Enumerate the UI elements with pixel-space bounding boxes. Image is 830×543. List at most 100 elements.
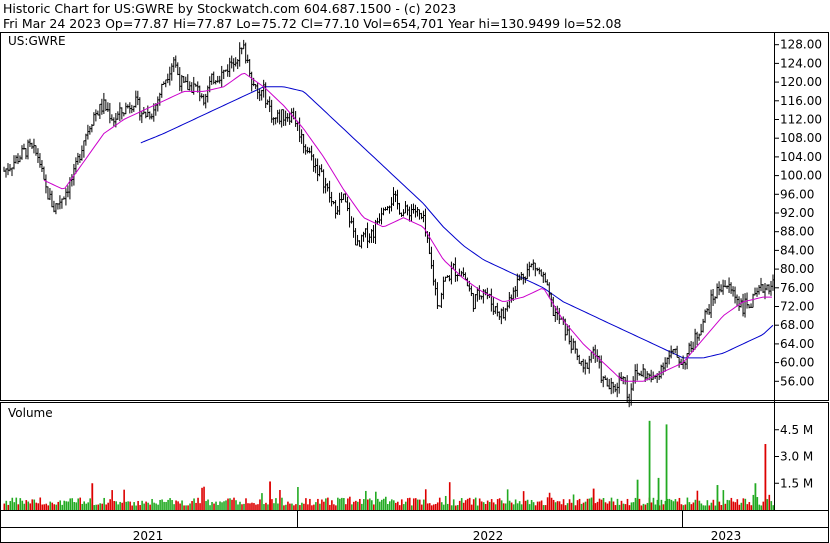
volume-bar xyxy=(325,498,327,510)
volume-bar xyxy=(331,500,333,510)
volume-bar xyxy=(111,490,113,510)
volume-bar xyxy=(746,504,749,510)
volume-bar xyxy=(476,505,479,510)
volume-bar xyxy=(383,498,385,510)
volume-bar xyxy=(470,504,473,510)
volume-bar xyxy=(638,498,641,510)
volume-bar xyxy=(333,504,335,510)
volume-bar xyxy=(572,494,575,510)
volume-bar xyxy=(45,503,48,510)
volume-bar xyxy=(444,495,447,510)
price-tick-label: 96.00 xyxy=(780,187,814,201)
volume-bar xyxy=(97,504,99,510)
volume-bar xyxy=(410,505,413,510)
volume-bar xyxy=(273,503,275,510)
volume-bar xyxy=(317,498,319,510)
volume-bar xyxy=(772,505,775,510)
volume-bar xyxy=(728,500,731,510)
volume-bar xyxy=(307,504,309,510)
volume-bar xyxy=(119,501,121,510)
volume-bar xyxy=(732,501,735,510)
volume-bar xyxy=(105,504,107,510)
volume-bar xyxy=(297,487,299,510)
volume-bar xyxy=(347,498,349,510)
volume-bar xyxy=(394,502,397,510)
volume-bar xyxy=(13,502,16,510)
volume-bar xyxy=(504,503,507,510)
volume-bar xyxy=(379,501,381,510)
volume-bar xyxy=(201,487,203,510)
volume-bar xyxy=(472,499,475,510)
volume-bar xyxy=(219,501,221,510)
volume-bar xyxy=(768,494,771,510)
volume-bar xyxy=(672,501,675,510)
price-tick-label: 104.00 xyxy=(780,150,822,164)
volume-bar xyxy=(355,500,357,510)
volume-bar xyxy=(189,503,191,510)
chart-header-quote: Fri Mar 24 2023 Op=77.87 Hi=77.87 Lo=75.… xyxy=(3,16,622,31)
volume-bar xyxy=(43,504,46,510)
volume-spike xyxy=(754,483,757,510)
volume-bar xyxy=(434,503,437,510)
volume-bar xyxy=(726,499,729,510)
volume-bar xyxy=(642,503,645,510)
volume-bar xyxy=(418,499,421,510)
volume-bar xyxy=(215,501,217,510)
volume-bar xyxy=(183,505,185,510)
volume-bar xyxy=(396,501,399,510)
volume-bar xyxy=(526,499,529,510)
volume-bar xyxy=(630,502,633,510)
volume-bar xyxy=(562,499,565,510)
volume-bar xyxy=(750,505,753,510)
volume-bar xyxy=(101,503,103,510)
volume-bar xyxy=(239,501,241,510)
volume-bar xyxy=(640,505,643,510)
volume-bar xyxy=(432,504,435,510)
volume-bar xyxy=(237,504,239,510)
volume-bar xyxy=(506,489,509,510)
ohlc-bars xyxy=(3,39,775,408)
volume-bar xyxy=(259,499,261,510)
volume-bar xyxy=(678,497,681,510)
volume-bar xyxy=(343,498,345,510)
volume-bar xyxy=(257,504,259,510)
volume-bar xyxy=(600,499,603,510)
volume-bar xyxy=(698,500,701,510)
volume-bar xyxy=(524,500,527,510)
volume-bar xyxy=(255,504,257,510)
volume-bar xyxy=(127,501,129,510)
volume-bar xyxy=(309,498,311,510)
volume-bar xyxy=(632,502,635,510)
volume-bar xyxy=(478,498,481,510)
volume-bar xyxy=(75,502,78,510)
date-axis-border xyxy=(0,510,829,543)
volume-bar xyxy=(63,500,66,510)
volume-bar xyxy=(33,499,36,510)
volume-bar xyxy=(404,501,407,510)
volume-bar xyxy=(420,504,423,510)
volume-bar xyxy=(261,493,263,510)
volume-bar xyxy=(323,501,325,510)
volume-bar xyxy=(329,504,331,510)
volume-bar xyxy=(656,499,659,510)
price-tick-label: 116.00 xyxy=(780,94,822,108)
volume-bar xyxy=(115,501,117,510)
volume-bar xyxy=(566,503,569,510)
volume-bar xyxy=(464,500,467,510)
volume-bar xyxy=(107,502,109,510)
volume-bar xyxy=(249,503,251,510)
volume-bar xyxy=(49,501,52,510)
volume-bar xyxy=(424,489,427,510)
volume-bar xyxy=(588,498,591,510)
volume-bar xyxy=(27,501,30,510)
volume-bar xyxy=(209,505,211,510)
volume-bar xyxy=(291,503,293,510)
volume-bar xyxy=(371,500,373,510)
volume-bar xyxy=(211,502,213,510)
volume-bar xyxy=(87,502,89,510)
volume-bar xyxy=(339,498,341,510)
volume-bar xyxy=(31,499,34,510)
volume-bar xyxy=(173,504,175,510)
volume-bar xyxy=(530,499,533,510)
